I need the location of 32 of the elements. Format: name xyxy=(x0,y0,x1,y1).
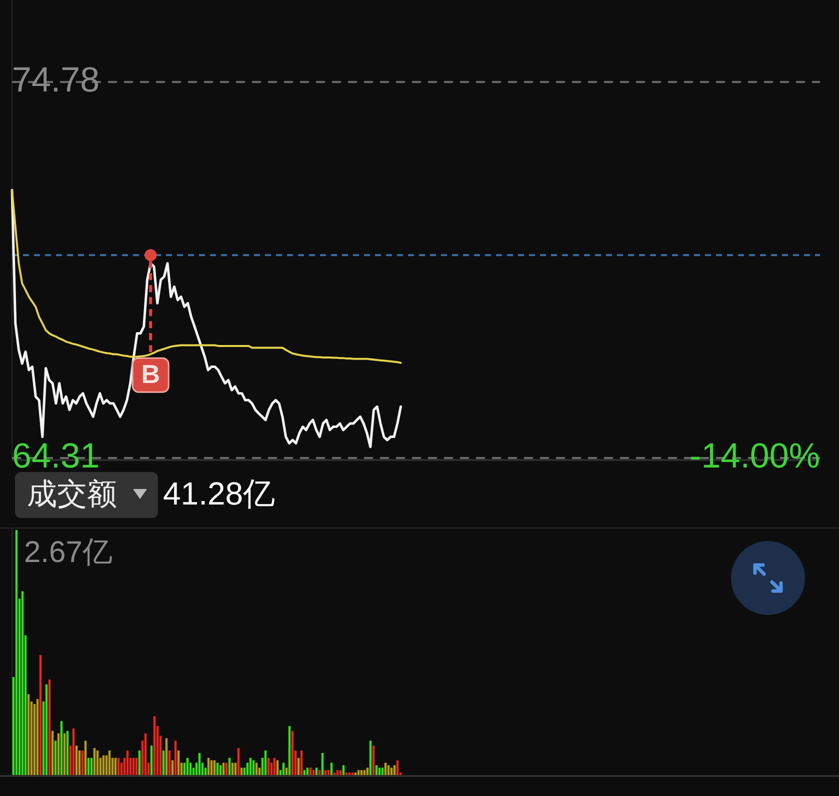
bar xyxy=(390,768,393,775)
annotation: 2.67亿 xyxy=(24,536,112,569)
annotation: -14.00% xyxy=(690,436,820,476)
y-tick-label: 74.78 xyxy=(12,60,100,100)
bar xyxy=(339,770,342,775)
y-tick-label: 64.31 xyxy=(12,436,100,476)
bar xyxy=(240,768,243,775)
bar xyxy=(324,770,327,775)
bar xyxy=(312,770,315,775)
bar xyxy=(366,768,369,775)
chart-title: 成交额 xyxy=(27,478,117,511)
bar xyxy=(393,765,396,775)
bar xyxy=(360,770,363,775)
bar xyxy=(285,768,288,775)
bar xyxy=(315,768,318,775)
annotation: B xyxy=(141,358,160,389)
bar xyxy=(306,768,309,775)
bar xyxy=(219,765,222,775)
bar xyxy=(357,770,360,775)
line-series xyxy=(11,189,402,364)
chart-subtitle: 41.28亿 xyxy=(163,475,276,512)
bar xyxy=(327,770,330,775)
bar xyxy=(387,765,390,775)
bar xyxy=(336,770,339,775)
bar xyxy=(378,768,381,775)
bar xyxy=(318,770,321,775)
bar xyxy=(381,768,384,775)
bar xyxy=(342,765,345,775)
bar xyxy=(303,770,306,775)
bar xyxy=(375,765,378,775)
bar xyxy=(363,770,366,775)
bar xyxy=(309,768,312,775)
